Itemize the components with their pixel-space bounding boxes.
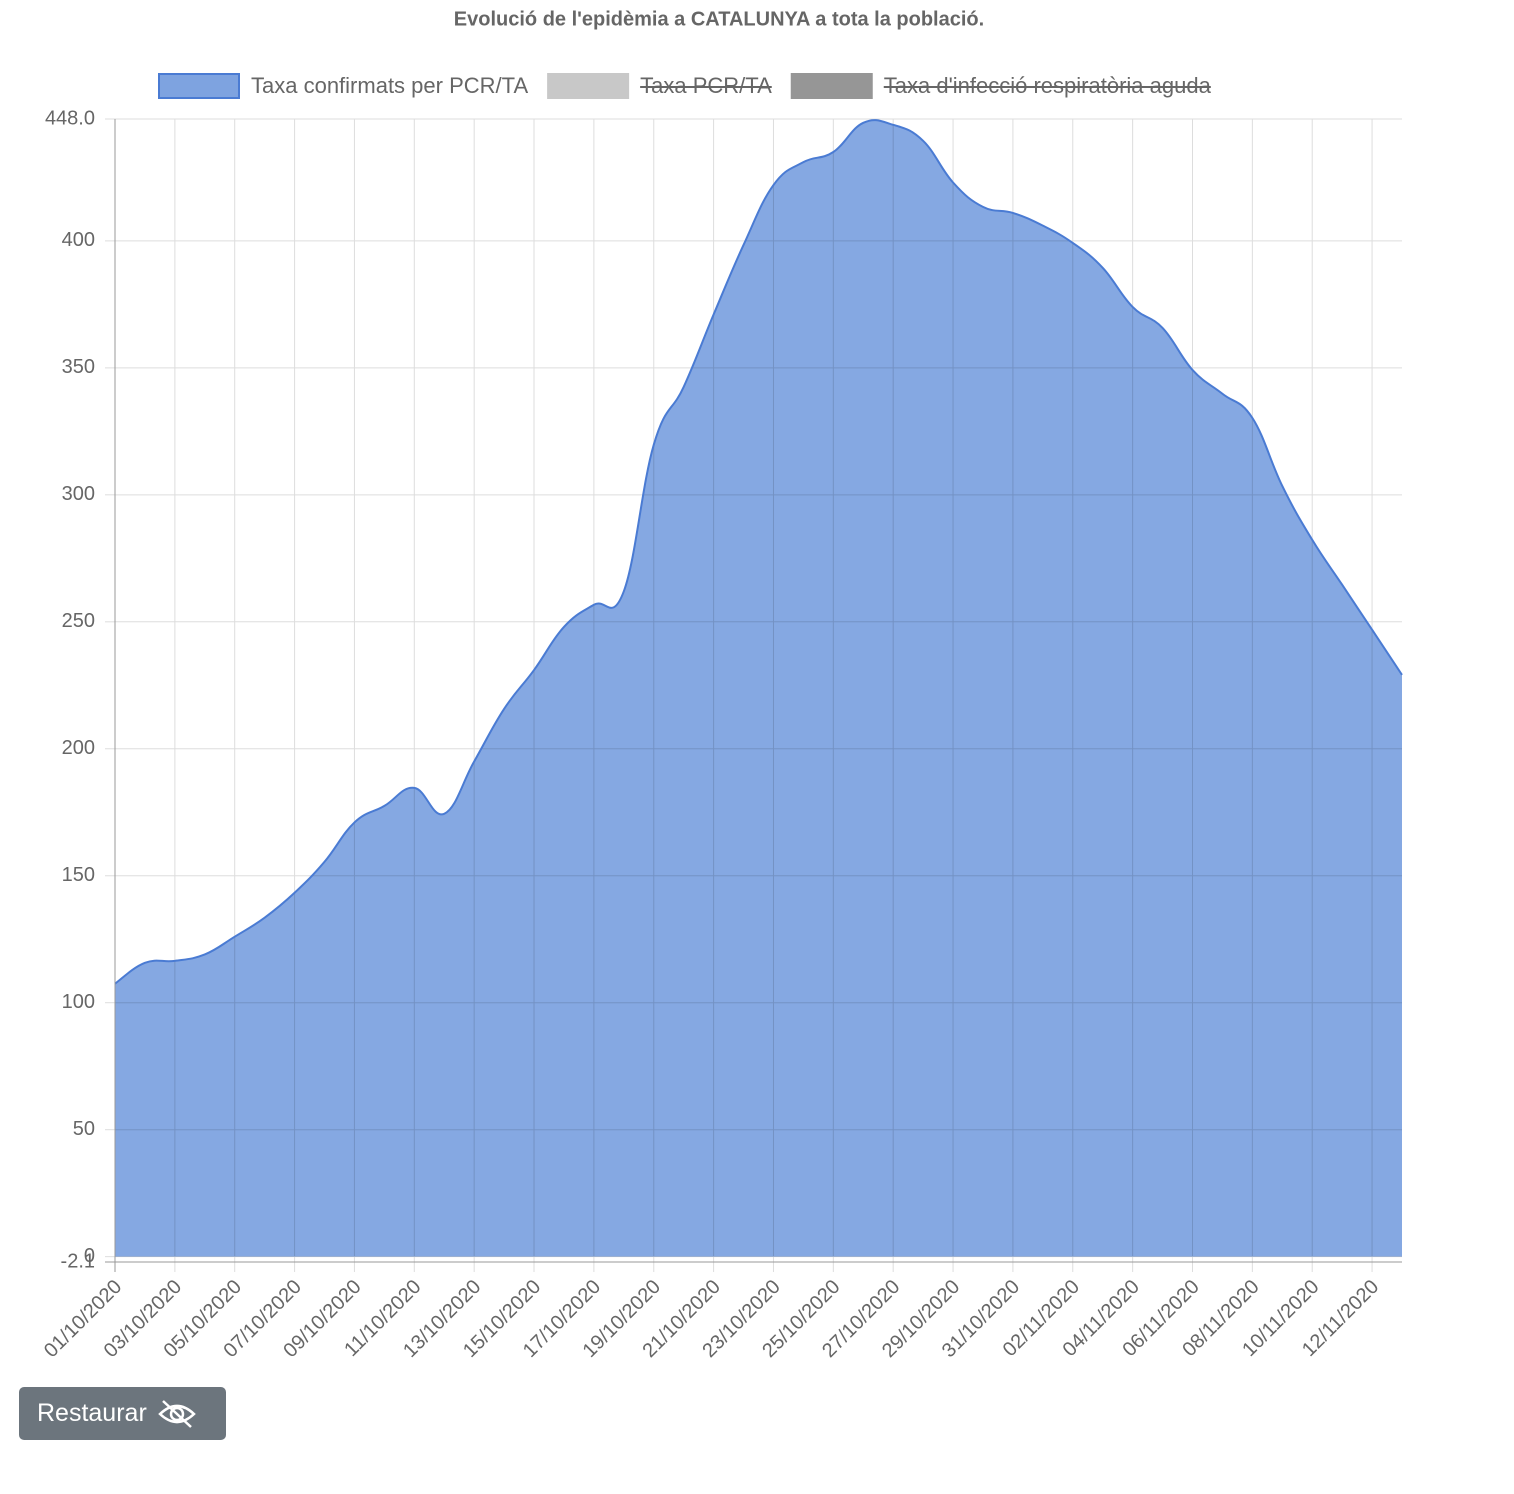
button-label: Restaurar (37, 1399, 147, 1427)
legend-swatch (547, 73, 630, 99)
legend-label: Taxa d'infecció respiratòria aguda (884, 73, 1212, 98)
y-tick-label: 300 (62, 483, 95, 505)
y-tick-label: 100 (62, 991, 95, 1013)
legend-label: Taxa confirmats per PCR/TA (251, 73, 528, 98)
legend-swatch (158, 73, 240, 99)
chart: Evolució de l'epidèmia a CATALUNYA a tot… (40, 8, 1403, 1362)
area-line (114, 119, 1403, 985)
eye-slash-icon (157, 1399, 196, 1428)
y-tick-label: 400 (62, 229, 95, 251)
y-tick-label: 448.0 (45, 107, 95, 129)
y-tick-label: 150 (62, 864, 95, 886)
area (115, 120, 1402, 1257)
y-tick-label: -2.1 (61, 1250, 95, 1272)
legend-label: Taxa PCR/TA (640, 73, 772, 98)
restore-button[interactable]: Restaurar (19, 1387, 226, 1440)
legend-swatch (790, 73, 873, 99)
y-tick-label: 50 (73, 1118, 95, 1140)
chart-title: Evolució de l'epidèmia a CATALUNYA a tot… (454, 8, 984, 30)
y-tick-label: 0 (84, 1245, 95, 1267)
y-tick-label: 250 (62, 610, 95, 632)
y-tick-label: 350 (62, 356, 95, 378)
y-tick-label: 200 (62, 737, 95, 759)
